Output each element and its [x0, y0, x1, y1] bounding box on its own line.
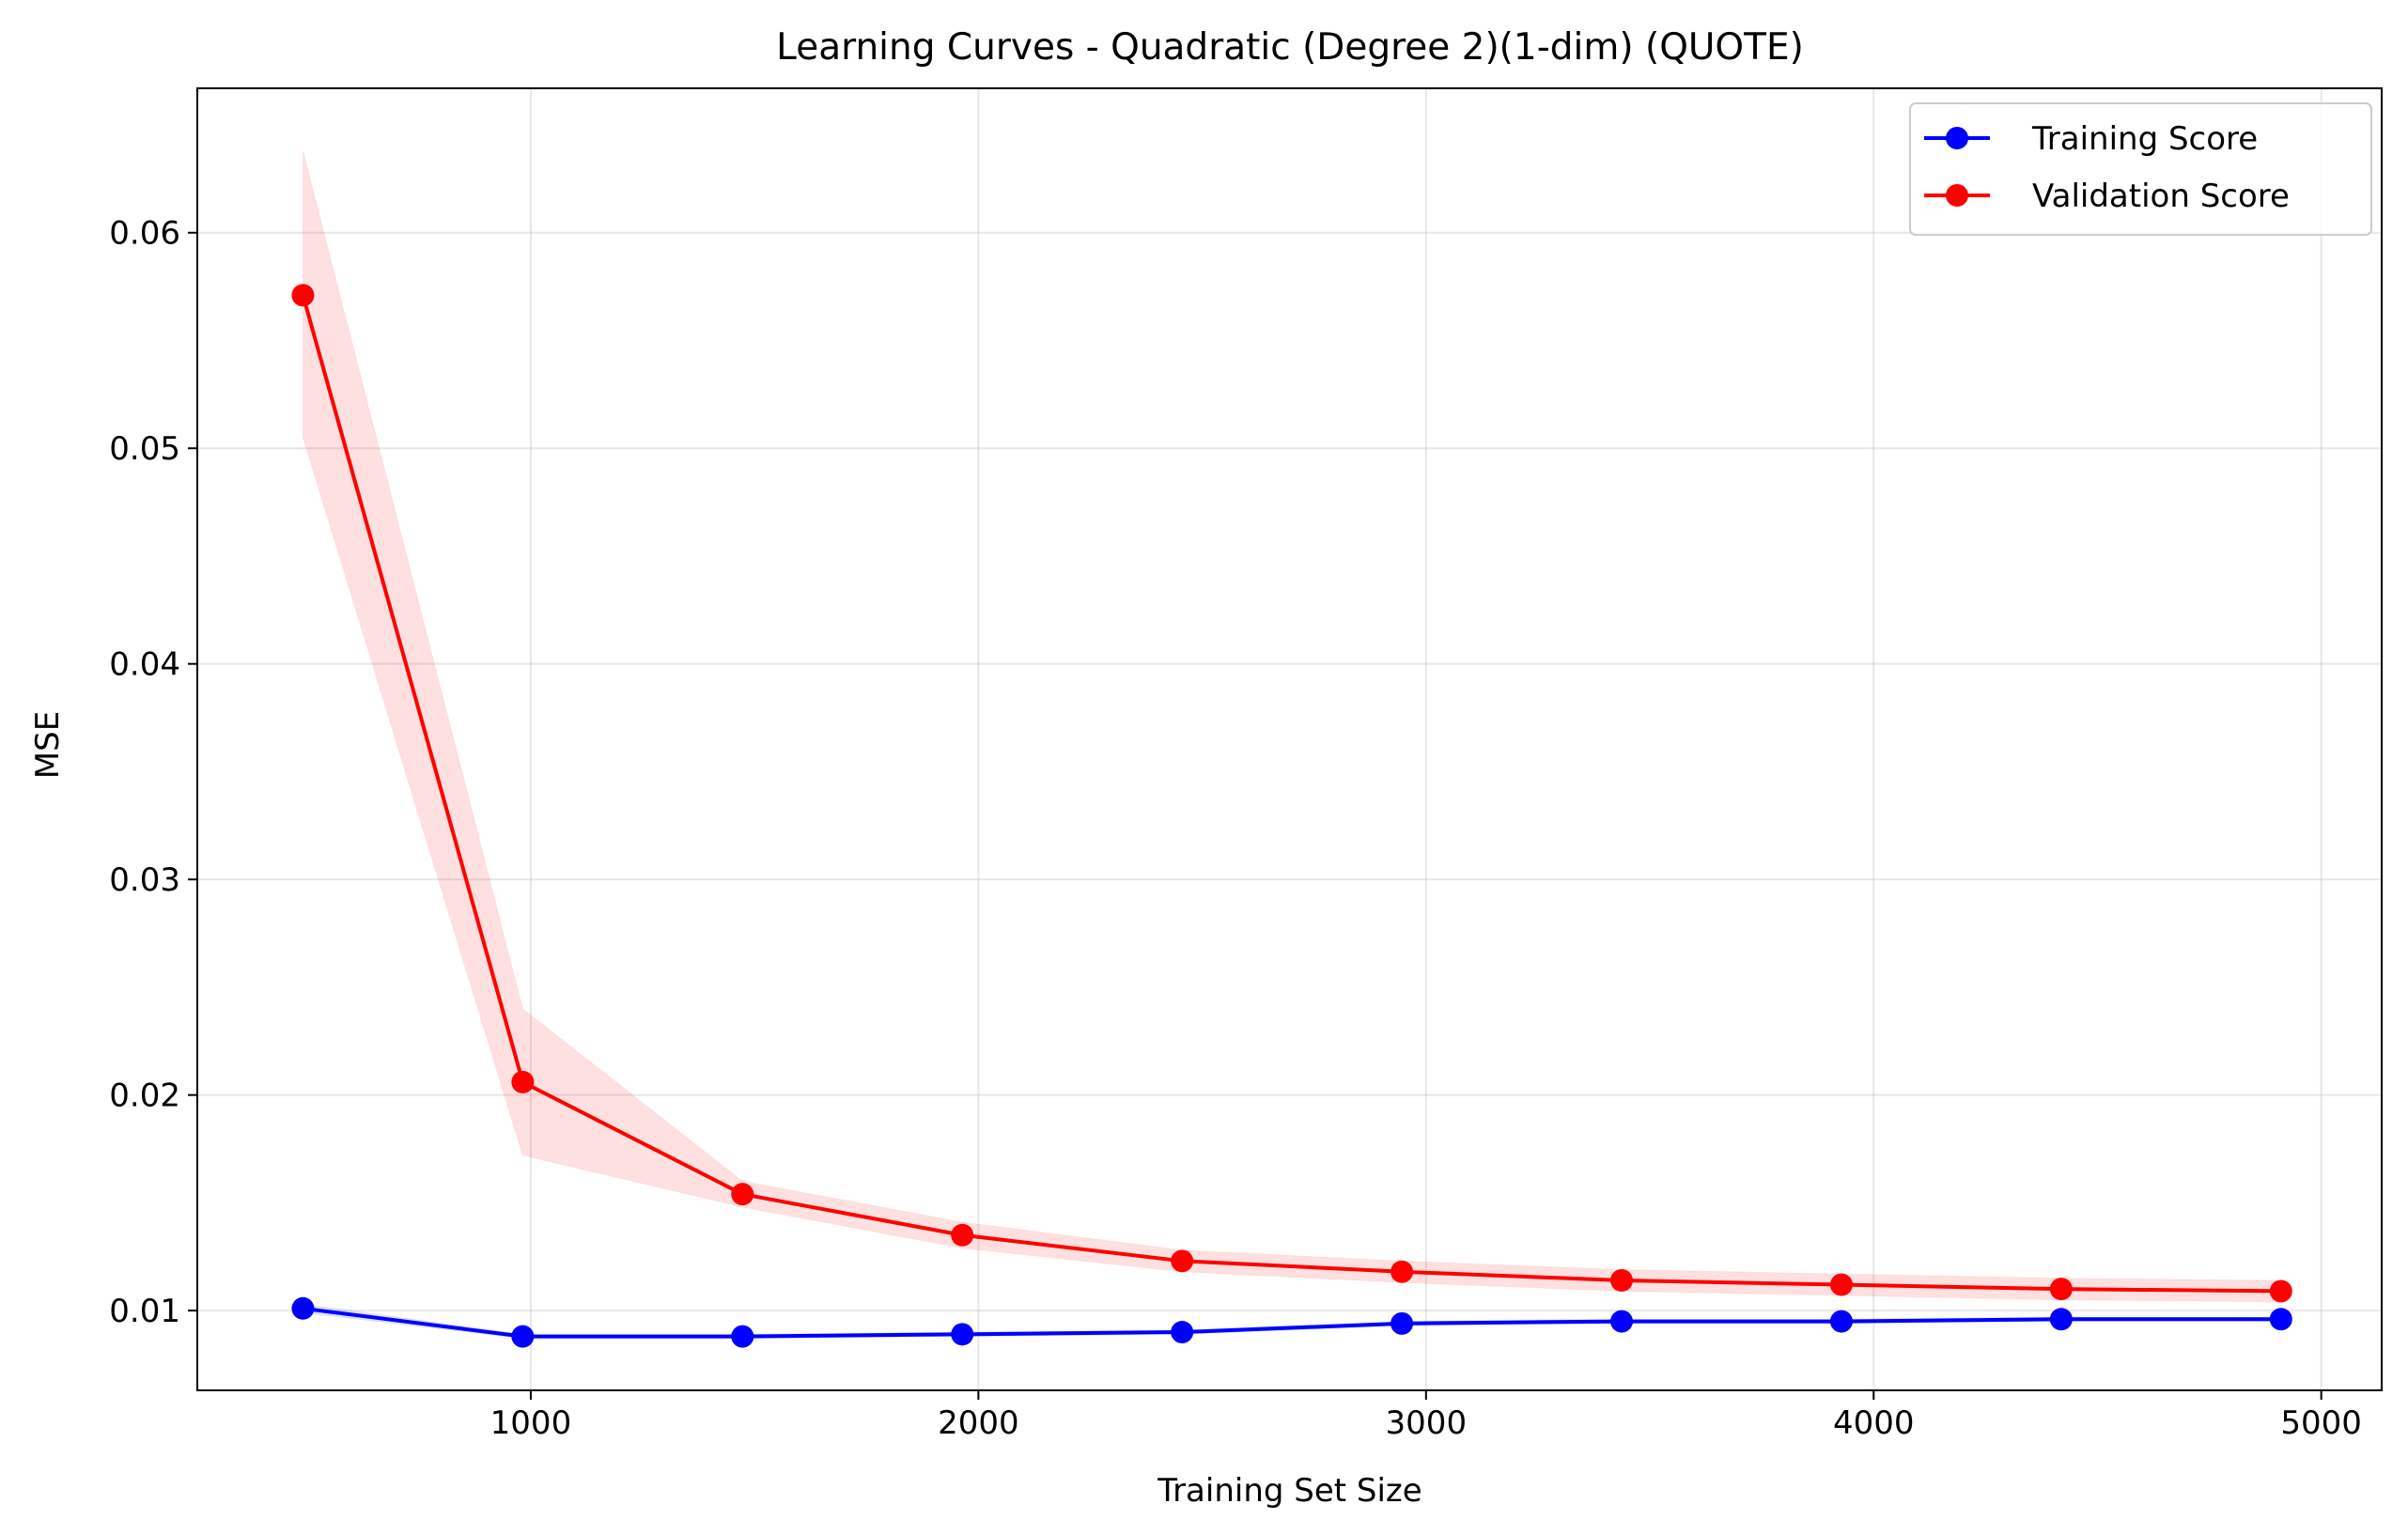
series: [291, 284, 2292, 1348]
series-0-point: [1829, 1310, 1853, 1333]
y-tick-label: 0.05: [109, 430, 180, 468]
x-tick-label: 3000: [1386, 1404, 1468, 1442]
x-tick-label: 4000: [1833, 1404, 1915, 1442]
legend-marker-1: [1946, 184, 1968, 207]
legend-label-1: Validation Score: [2032, 178, 2290, 215]
series-1-point: [951, 1223, 974, 1247]
y-tick-label: 0.03: [109, 861, 180, 899]
y-axis-label: MSE: [29, 711, 67, 779]
y-tick-label: 0.06: [109, 215, 180, 253]
series-0-point: [1390, 1311, 1414, 1335]
x-tick-label: 5000: [2280, 1404, 2362, 1442]
chart-title: Learning Curves - Quadratic (Degree 2)(1…: [776, 26, 1804, 69]
axis-ticks: 1000 2000 3000 4000 5000 0.01 0.02 0.03 0.04 0.05…: [109, 215, 2362, 1442]
y-tick-label: 0.04: [109, 646, 180, 684]
series-1-point: [731, 1183, 754, 1206]
series-0-point: [2049, 1308, 2073, 1331]
legend-label-0: Training Score: [2031, 120, 2258, 158]
series-1-point: [291, 284, 315, 307]
series-0-point: [951, 1323, 974, 1346]
x-axis-label: Training Set Size: [1157, 1472, 1421, 1510]
series-0-point: [1171, 1321, 1194, 1344]
series-1-point: [2269, 1279, 2292, 1303]
series-0-point: [731, 1325, 754, 1348]
legend-box: [1909, 102, 2372, 236]
series-0-point: [511, 1325, 535, 1348]
plot-frame: [196, 87, 2383, 1391]
series-line-1: [301, 294, 2281, 1294]
series-1-point: [1171, 1249, 1194, 1273]
series-1-point: [1610, 1268, 1634, 1292]
series-1-point: [1390, 1260, 1414, 1283]
series-0-point: [1610, 1310, 1634, 1333]
y-tick-label: 0.02: [109, 1078, 180, 1115]
series-line-0: [303, 1306, 2281, 1339]
series-1-point: [2049, 1278, 2073, 1301]
legend: Training Score Validation Score: [1909, 102, 2372, 236]
series-0-point: [291, 1296, 315, 1320]
legend-marker-0: [1946, 127, 1968, 149]
series-1-point: [1829, 1273, 1853, 1296]
y-tick-label: 0.01: [109, 1293, 180, 1330]
x-tick-label: 1000: [490, 1404, 572, 1442]
series-1-point: [511, 1070, 535, 1093]
series-0-point: [2269, 1308, 2292, 1331]
x-tick-label: 2000: [938, 1404, 1019, 1442]
